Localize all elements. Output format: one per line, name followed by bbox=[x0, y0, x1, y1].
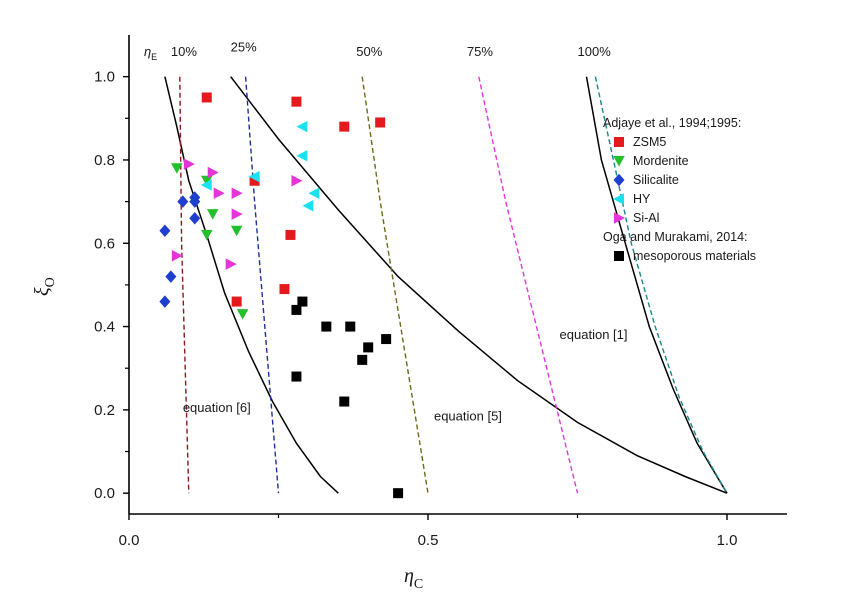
point-mesoporous-materials bbox=[393, 488, 404, 499]
point-mesoporous-materials bbox=[345, 321, 356, 332]
annotation-label: 100% bbox=[578, 44, 612, 59]
legend-entry: Si-Al bbox=[633, 211, 659, 225]
annotation-label: ηE bbox=[144, 44, 157, 62]
point-mesoporous-materials bbox=[291, 304, 302, 315]
annotation-label: equation [1] bbox=[560, 327, 628, 342]
curve-1 bbox=[164, 76, 339, 494]
point-mordenite bbox=[200, 229, 213, 241]
point-hy bbox=[302, 200, 314, 212]
point-mesoporous-materials bbox=[321, 321, 332, 332]
point-mordenite bbox=[236, 309, 249, 320]
point-silicalite bbox=[177, 195, 189, 208]
y-tick-label: 0.2 bbox=[94, 402, 115, 419]
point-mordenite bbox=[230, 225, 243, 237]
point-mesoporous-materials bbox=[381, 334, 392, 345]
point-si-al bbox=[231, 187, 243, 200]
x-axis-label: ηC bbox=[404, 565, 423, 592]
point-zsm5 bbox=[339, 121, 350, 132]
curve-7 bbox=[361, 76, 429, 494]
point-si-al bbox=[183, 158, 195, 170]
point-hy bbox=[308, 187, 320, 200]
point-si-al bbox=[171, 250, 183, 262]
point-si-al bbox=[291, 175, 303, 187]
point-si-al bbox=[225, 258, 237, 270]
legend-marker bbox=[613, 193, 624, 205]
y-tick-label: 0.6 bbox=[94, 235, 115, 252]
y-tick-label: 0.0 bbox=[94, 485, 115, 502]
point-si-al bbox=[213, 187, 225, 200]
point-mordenite bbox=[206, 209, 219, 220]
legend-marker bbox=[614, 212, 625, 224]
x-tick-label: 0.5 bbox=[418, 532, 439, 549]
curve-4 bbox=[594, 76, 728, 494]
point-mordenite bbox=[171, 163, 183, 174]
point-silicalite bbox=[189, 212, 201, 225]
point-hy bbox=[296, 120, 308, 133]
point-zsm5 bbox=[231, 296, 242, 307]
point-hy bbox=[248, 170, 260, 183]
point-zsm5 bbox=[291, 96, 302, 107]
point-mesoporous-materials bbox=[297, 296, 308, 307]
legend-entry: HY bbox=[633, 192, 651, 206]
x-tick-label: 0.0 bbox=[119, 532, 140, 549]
point-si-al bbox=[231, 208, 243, 220]
point-hy bbox=[200, 179, 212, 191]
x-tick-label: 1.0 bbox=[717, 532, 738, 549]
legend-marker bbox=[613, 173, 625, 187]
point-zsm5 bbox=[285, 229, 296, 240]
curve-3 bbox=[585, 76, 728, 494]
curve-2 bbox=[230, 76, 728, 494]
annotation-label: 25% bbox=[231, 40, 257, 55]
point-silicalite bbox=[189, 195, 201, 208]
point-mesoporous-materials bbox=[291, 371, 302, 382]
point-zsm5 bbox=[249, 175, 260, 186]
legend-marker bbox=[614, 137, 624, 147]
y-tick-label: 0.8 bbox=[94, 152, 115, 169]
curve-6 bbox=[244, 76, 280, 494]
point-si-al bbox=[207, 166, 219, 179]
curve-8 bbox=[478, 76, 579, 494]
annotation-label: equation [6] bbox=[183, 400, 251, 415]
legend-entry: Mordenite bbox=[633, 154, 689, 168]
point-mesoporous-materials bbox=[339, 396, 350, 407]
legend-group-title: Oga and Murakami, 2014: bbox=[603, 230, 748, 244]
legend-marker bbox=[613, 156, 625, 167]
curve-5 bbox=[179, 76, 190, 494]
legend-entry: mesoporous materials bbox=[633, 249, 756, 263]
y-tick-label: 1.0 bbox=[94, 69, 115, 86]
point-hy bbox=[296, 150, 308, 162]
legend-entry: ZSM5 bbox=[633, 135, 666, 149]
annotation-label: 75% bbox=[467, 44, 493, 59]
y-tick-label: 0.4 bbox=[94, 319, 115, 336]
point-silicalite bbox=[159, 295, 171, 308]
point-silicalite bbox=[159, 224, 171, 238]
annotation-label: 10% bbox=[171, 44, 197, 59]
point-zsm5 bbox=[201, 92, 212, 103]
annotation-label: equation [5] bbox=[434, 408, 502, 423]
legend-marker bbox=[614, 251, 624, 261]
annotation-label: 50% bbox=[356, 44, 382, 59]
point-zsm5 bbox=[279, 284, 290, 295]
point-silicalite bbox=[165, 270, 177, 283]
y-axis-label: ξO bbox=[31, 277, 58, 296]
point-mesoporous-materials bbox=[357, 354, 368, 365]
point-mesoporous-materials bbox=[363, 342, 374, 353]
point-zsm5 bbox=[375, 117, 386, 128]
legend-entry: Silicalite bbox=[633, 173, 679, 187]
point-mordenite bbox=[200, 175, 213, 187]
legend-group-title: Adjaye et al., 1994;1995: bbox=[603, 116, 741, 130]
